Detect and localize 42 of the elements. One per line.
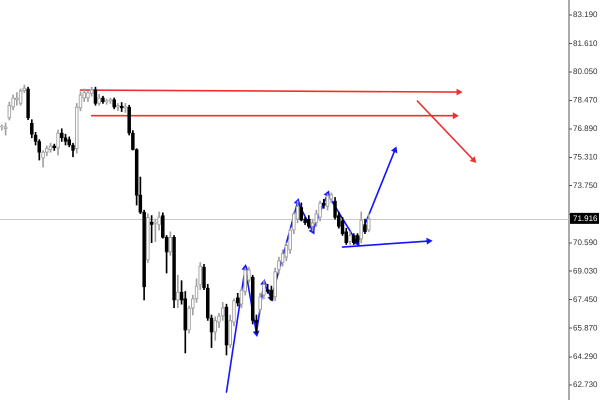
candlestick bbox=[224, 304, 228, 356]
candlestick bbox=[168, 231, 172, 256]
candlestick bbox=[18, 88, 22, 106]
candlestick bbox=[124, 103, 128, 113]
candlestick bbox=[112, 98, 116, 110]
candlestick bbox=[86, 90, 90, 102]
candlestick bbox=[322, 198, 326, 209]
candlestick bbox=[108, 98, 112, 104]
y-tick-label: 75.310 bbox=[573, 152, 598, 162]
candlestick bbox=[352, 233, 356, 245]
y-tick-label: 81.610 bbox=[573, 38, 598, 48]
y-tick-label: 70.590 bbox=[573, 238, 598, 248]
candlestick bbox=[150, 215, 154, 244]
candlestick bbox=[120, 102, 124, 112]
candlestick bbox=[97, 94, 102, 106]
candlestick bbox=[56, 130, 60, 156]
candlestick bbox=[348, 231, 352, 245]
candlestick bbox=[176, 274, 180, 308]
y-tick-label: 65.870 bbox=[573, 323, 598, 332]
y-tick-label: 76.890 bbox=[573, 124, 598, 134]
y-tick-label: 80.050 bbox=[573, 66, 598, 76]
candlestick bbox=[172, 235, 176, 308]
candlestick bbox=[363, 218, 367, 234]
y-tick-label: 69.030 bbox=[573, 266, 598, 276]
candlestick bbox=[213, 316, 218, 341]
candlestick bbox=[300, 202, 304, 222]
candlestick bbox=[48, 142, 52, 153]
candlestick bbox=[359, 212, 364, 244]
candlestick bbox=[146, 213, 150, 263]
candlestick bbox=[366, 213, 371, 232]
y-tick-label: 83.190 bbox=[573, 10, 598, 20]
candlestick bbox=[101, 96, 105, 104]
candlestick bbox=[94, 86, 98, 106]
y-tick-label: 67.450 bbox=[573, 294, 598, 304]
point bbox=[390, 146, 398, 154]
y-tick-label: 62.730 bbox=[573, 380, 598, 390]
candlestick bbox=[26, 86, 30, 120]
y-tick-label: 64.290 bbox=[573, 352, 598, 361]
y-tick-label: 78.470 bbox=[573, 96, 598, 105]
y-tick-label: 73.750 bbox=[573, 180, 598, 190]
ref-line-label: 71.916 bbox=[573, 214, 598, 224]
candlestick bbox=[236, 292, 240, 306]
